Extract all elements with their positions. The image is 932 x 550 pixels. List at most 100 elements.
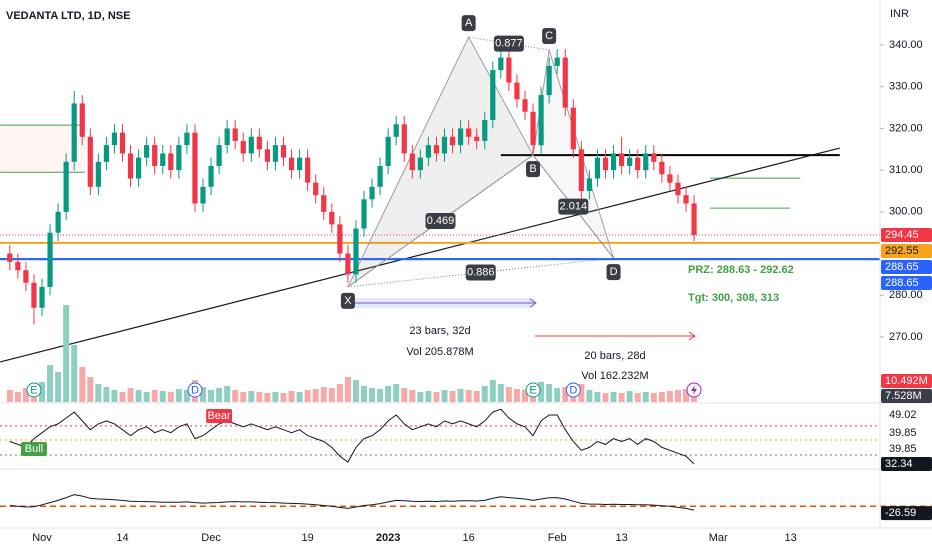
trendline — [0, 147, 840, 363]
candle-body — [288, 157, 295, 171]
volume-bar — [336, 384, 343, 402]
candle-body — [594, 157, 601, 179]
y-tick-label: 270.00 — [889, 331, 923, 343]
event-label: D — [569, 384, 577, 396]
candle-body — [264, 149, 270, 162]
last-price-tag-bg — [881, 227, 932, 242]
rsi-axis-label: 49.02 — [889, 409, 917, 421]
event-icon[interactable] — [565, 382, 581, 398]
volume-bar — [513, 389, 520, 402]
volume-tag-bg — [881, 374, 932, 388]
volume-bar — [489, 380, 496, 402]
volume-bar — [417, 392, 424, 402]
volume-bar — [634, 393, 641, 402]
ratio-line — [532, 154, 614, 259]
event-icon[interactable] — [187, 382, 203, 398]
event-label: D — [191, 384, 199, 396]
volume-bar — [666, 391, 673, 402]
candle-body — [23, 270, 29, 283]
y-tick-label: 320.00 — [889, 122, 923, 134]
osc-tag-bg — [881, 506, 932, 521]
volume-bar — [393, 384, 400, 402]
prz-label: PRZ: 288.63 - 292.62 — [688, 264, 794, 276]
volume-bar — [618, 393, 625, 402]
candle-body — [538, 95, 544, 146]
volume-bar — [119, 392, 126, 402]
candle-body — [627, 157, 633, 166]
candle-body — [119, 132, 126, 154]
candle-body — [522, 99, 528, 112]
candle-body — [506, 57, 512, 83]
measure-label: Vol 162.232M — [581, 370, 648, 382]
candle-body — [458, 128, 464, 146]
candle-body — [691, 203, 697, 235]
candle-body — [466, 128, 472, 137]
ratio-bg — [425, 213, 456, 230]
candle-body — [586, 178, 592, 191]
candle-body — [659, 161, 665, 175]
event-label: E — [529, 384, 536, 396]
candle-body — [441, 136, 448, 154]
ratio-label: 0.886 — [467, 266, 495, 278]
volume-bar — [554, 388, 561, 402]
volume-bar — [127, 388, 134, 402]
volume-bar — [562, 387, 569, 402]
event-icon[interactable] — [26, 382, 42, 398]
volume-bar — [87, 377, 94, 402]
level-tag: 288.65 — [885, 277, 919, 289]
volume-bar — [457, 389, 464, 402]
candle-body — [562, 57, 568, 108]
candle-body — [353, 228, 359, 275]
arrow-head — [688, 331, 696, 341]
y-tick-label: 280.00 — [889, 289, 923, 301]
candle-body — [160, 153, 166, 166]
volume-bar — [473, 391, 480, 402]
candle-body — [79, 103, 85, 137]
rsi-line — [9, 408, 695, 465]
candle-body — [256, 136, 262, 150]
volume-bar — [256, 392, 263, 402]
candle-body — [168, 153, 174, 171]
level-tag-bg — [881, 275, 932, 290]
volume-bar — [151, 390, 158, 402]
level-tag: 292.55 — [885, 245, 919, 257]
candle-body — [103, 145, 109, 162]
pattern-point-bg — [526, 161, 541, 178]
volume-bar — [522, 390, 528, 402]
rsi-pane — [0, 408, 880, 465]
candle-body — [683, 195, 689, 204]
volume-bar — [497, 384, 504, 402]
volume-bar — [320, 387, 327, 402]
y-tick-label: 310.00 — [889, 164, 923, 176]
volume-bar — [401, 388, 408, 402]
level-tag: 288.65 — [885, 261, 919, 273]
candle-body — [377, 165, 383, 187]
event-icon[interactable] — [525, 382, 541, 398]
volume-pane — [6, 305, 698, 402]
signal-label: Bull — [25, 443, 43, 455]
candle-body — [200, 186, 206, 204]
pattern-point-bg — [606, 264, 621, 281]
candle-body — [675, 182, 681, 196]
candle-body — [144, 145, 150, 158]
zone — [0, 125, 85, 172]
chart-title: VEDANTA LTD, 1D, NSE — [6, 10, 130, 22]
candle-body — [474, 136, 480, 141]
x-tick-label: 13 — [785, 532, 797, 544]
candle-body — [369, 186, 375, 200]
candle-body — [305, 157, 311, 183]
volume-bar — [505, 387, 512, 402]
oscillator-pane — [0, 494, 932, 511]
volume-bar — [344, 377, 351, 402]
volume-bar — [71, 345, 78, 402]
volume-bar — [465, 390, 472, 402]
volume-ma-tag-bg — [881, 389, 932, 403]
pattern-point-bg — [542, 28, 557, 45]
volume-bar — [264, 393, 271, 402]
candle-body — [111, 132, 118, 146]
candle-body — [152, 145, 158, 166]
candle-body — [297, 157, 303, 171]
ratio-label: 2.014 — [560, 201, 588, 213]
candle-body — [385, 136, 391, 166]
